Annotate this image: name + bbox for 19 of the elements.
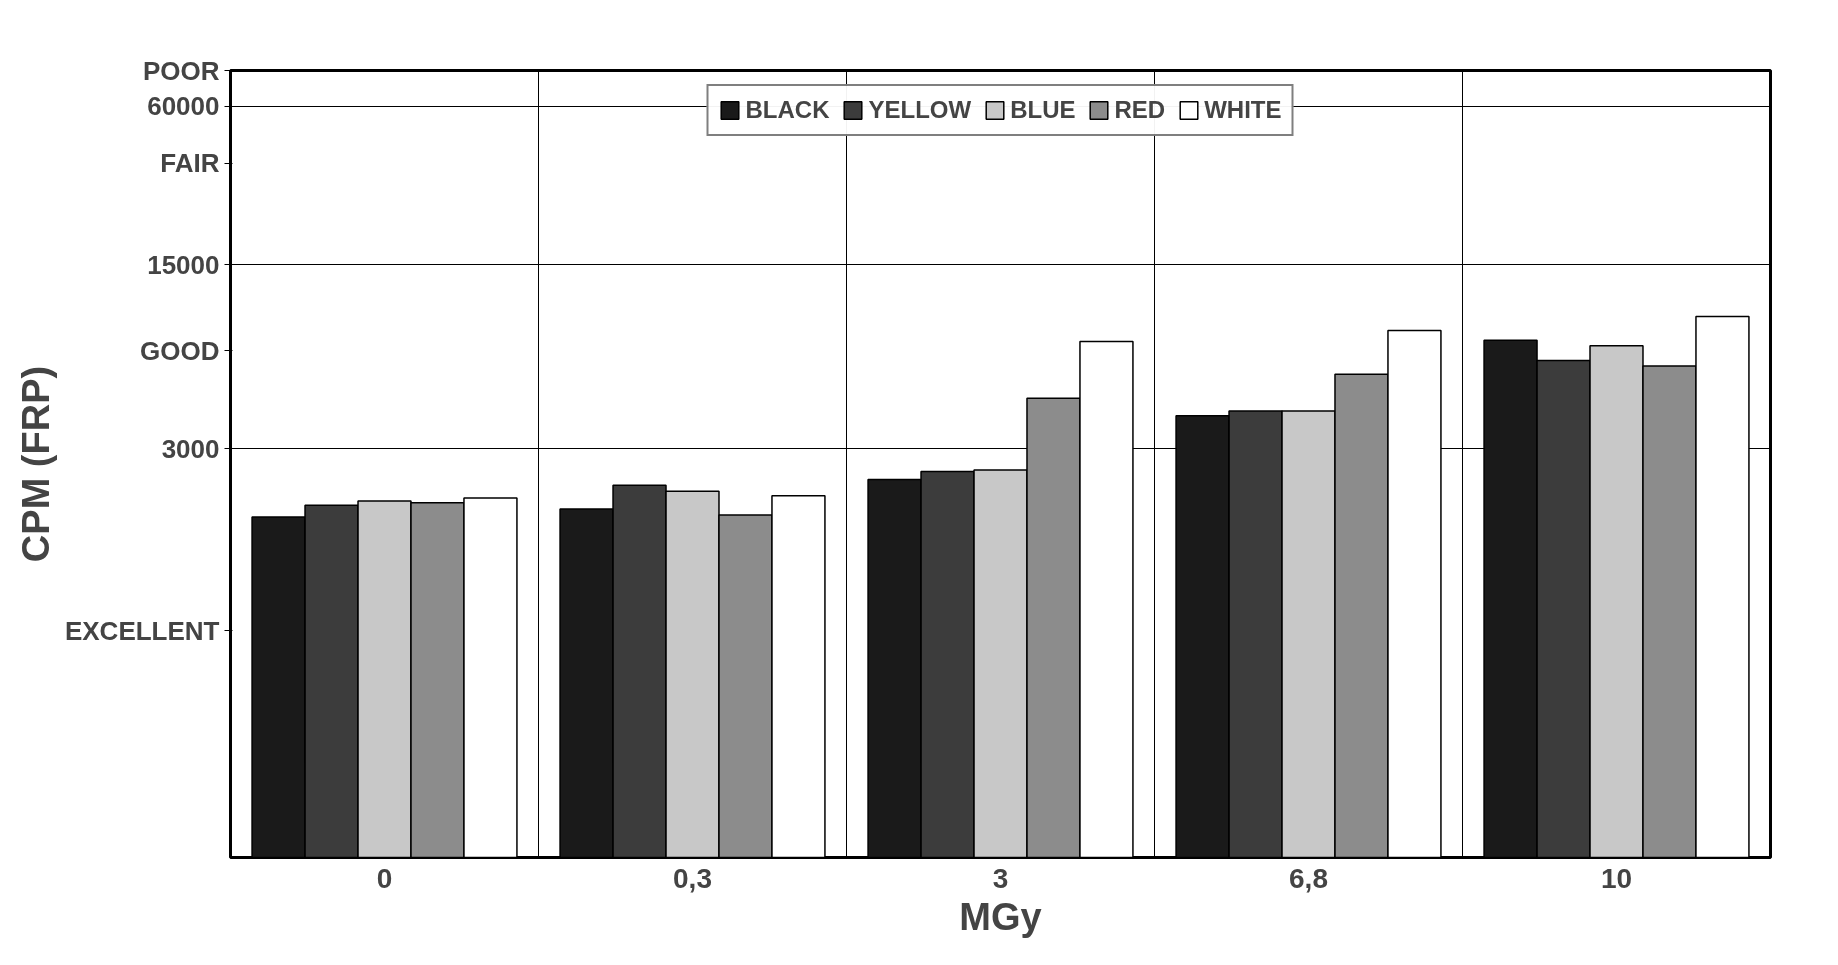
y-tick-label: 15000: [147, 249, 220, 280]
x-tick-label: 0: [376, 862, 393, 894]
legend-label: BLUE: [1010, 96, 1076, 124]
y-tick-label: FAIR: [160, 148, 220, 179]
legend-label: RED: [1114, 96, 1166, 124]
x-tick-label: 6,8: [1289, 862, 1328, 894]
y-axis-title: CPM (FRP): [14, 365, 57, 563]
y-tick-label: EXCELLENT: [64, 615, 220, 646]
x-axis-title: MGy: [959, 895, 1042, 938]
y-tick-label: 3000: [161, 433, 220, 464]
legend-label: WHITE: [1204, 96, 1282, 124]
legend-label: YELLOW: [868, 96, 972, 124]
x-tick-label: 10: [1600, 862, 1633, 894]
y-tick-label: POOR: [142, 55, 220, 86]
x-tick-label: 0,3: [673, 862, 712, 894]
x-tick-label: 3: [992, 862, 1009, 894]
y-tick-label: GOOD: [140, 335, 220, 366]
legend-label: BLACK: [745, 96, 830, 124]
y-tick-label: 60000: [147, 91, 220, 122]
